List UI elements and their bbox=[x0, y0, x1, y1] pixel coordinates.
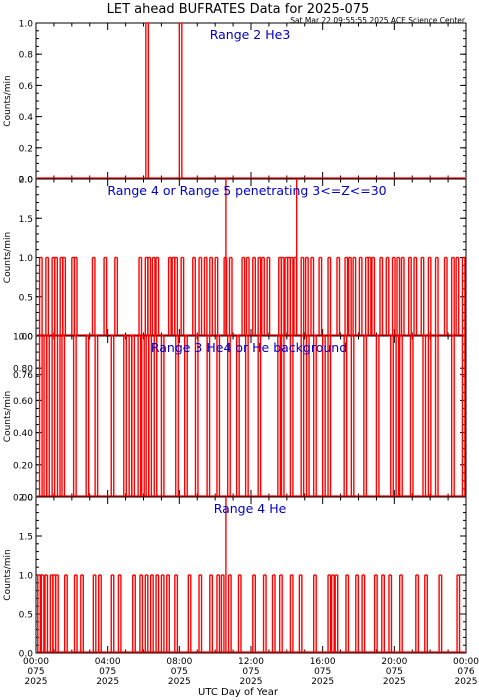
y-tick-label: 0.0 bbox=[19, 650, 34, 660]
y-tick-label: 1.5 bbox=[19, 215, 33, 225]
x-tick-label-time: 08:00 bbox=[166, 657, 192, 667]
x-tick-label-year: 2025 bbox=[240, 677, 263, 687]
x-tick-label-doy: 075 bbox=[171, 667, 188, 677]
x-tick-label-year: 2025 bbox=[311, 677, 334, 687]
x-tick-label-doy: 075 bbox=[27, 667, 44, 677]
x-tick-label-year: 2025 bbox=[96, 677, 119, 687]
x-tick-label-time: 16:00 bbox=[310, 657, 336, 667]
x-tick-label-time: 20:00 bbox=[381, 657, 407, 667]
panel-4: 0.0 0.5 1.0 1.5 2.0 Counts/min Range 4 He 00:00… bbox=[3, 494, 479, 688]
y-tick-label: 0.2 bbox=[19, 144, 33, 154]
x-tick-label-year: 2025 bbox=[383, 677, 406, 687]
x-tick-label-year: 2025 bbox=[455, 677, 478, 687]
panel-title: Range 3 He4 or He background bbox=[151, 340, 347, 355]
timestamp-text: Sat Mar 22 09:55:55 2025 ACE Science Cen… bbox=[290, 16, 466, 25]
panel-3: 0.00 0.20 0.40 0.60 0.760.80 1.00 Counts/min Ra… bbox=[3, 333, 467, 504]
y-tick-label: 0.20 bbox=[13, 461, 33, 471]
panel-title: Range 4 or Range 5 penetrating 3<=Z<=30 bbox=[107, 183, 386, 198]
x-tick-label-time: 00:00 bbox=[453, 657, 479, 667]
figure-title: LET ahead BUFRATES Data for 2025-075 bbox=[107, 2, 370, 17]
y-tick-label: 0.0 bbox=[19, 333, 34, 343]
x-tick-label-year: 2025 bbox=[25, 677, 48, 687]
panel-title: Range 4 He bbox=[214, 501, 287, 516]
y-tick-label: 1.5 bbox=[19, 533, 33, 543]
y-tick-label: 0.4 bbox=[19, 113, 34, 123]
x-tick-label-time: 12:00 bbox=[238, 657, 264, 667]
y-tick-label: 0.80 bbox=[13, 365, 33, 375]
x-tick-label-time: 04:00 bbox=[95, 657, 121, 667]
x-tick-label-doy: 075 bbox=[99, 667, 116, 677]
x-tick-label-doy: 075 bbox=[314, 667, 331, 677]
x-tick-label-doy: 075 bbox=[386, 667, 403, 677]
x-tick-label-doy: 076 bbox=[457, 667, 474, 677]
y-axis-label: Counts/min bbox=[3, 391, 13, 442]
panel-1: 0.0 0.2 0.4 0.6 0.8 1.0 Counts/min Range 2 He3 bbox=[3, 20, 467, 186]
y-tick-label: 1.0 bbox=[19, 572, 34, 582]
y-axis-label: Counts/min bbox=[3, 232, 13, 283]
y-tick-label: 0.76 bbox=[13, 371, 33, 381]
y-tick-label: 2.0 bbox=[19, 176, 34, 186]
x-tick-label-time: 00:00 bbox=[23, 657, 49, 667]
y-tick-label: 0.6 bbox=[19, 82, 34, 92]
y-tick-label: 0.5 bbox=[19, 611, 33, 621]
y-axis-label: Counts/min bbox=[3, 75, 13, 126]
y-tick-label: 1.00 bbox=[13, 333, 33, 343]
panel-title: Range 2 He3 bbox=[210, 27, 291, 42]
x-tick-label-year: 2025 bbox=[168, 677, 191, 687]
y-tick-label: 1.0 bbox=[19, 20, 34, 30]
y-tick-label: 0.40 bbox=[13, 429, 33, 439]
x-tick-label-doy: 075 bbox=[242, 667, 259, 677]
panel-2: 0.0 0.5 1.0 1.5 2.0 Counts/min Range 4 or Rang… bbox=[3, 176, 467, 343]
x-axis-label: UTC Day of Year bbox=[198, 687, 279, 698]
y-axis-label: Counts/min bbox=[3, 549, 13, 600]
y-tick-label: 1.0 bbox=[19, 254, 34, 264]
y-tick-label: 0.00 bbox=[13, 494, 33, 504]
y-tick-label: 0.0 bbox=[19, 176, 34, 186]
y-tick-label: 2.0 bbox=[19, 494, 34, 504]
y-tick-label: 0.8 bbox=[19, 51, 34, 61]
y-tick-label: 0.5 bbox=[19, 293, 33, 303]
y-tick-label: 0.60 bbox=[13, 397, 33, 407]
